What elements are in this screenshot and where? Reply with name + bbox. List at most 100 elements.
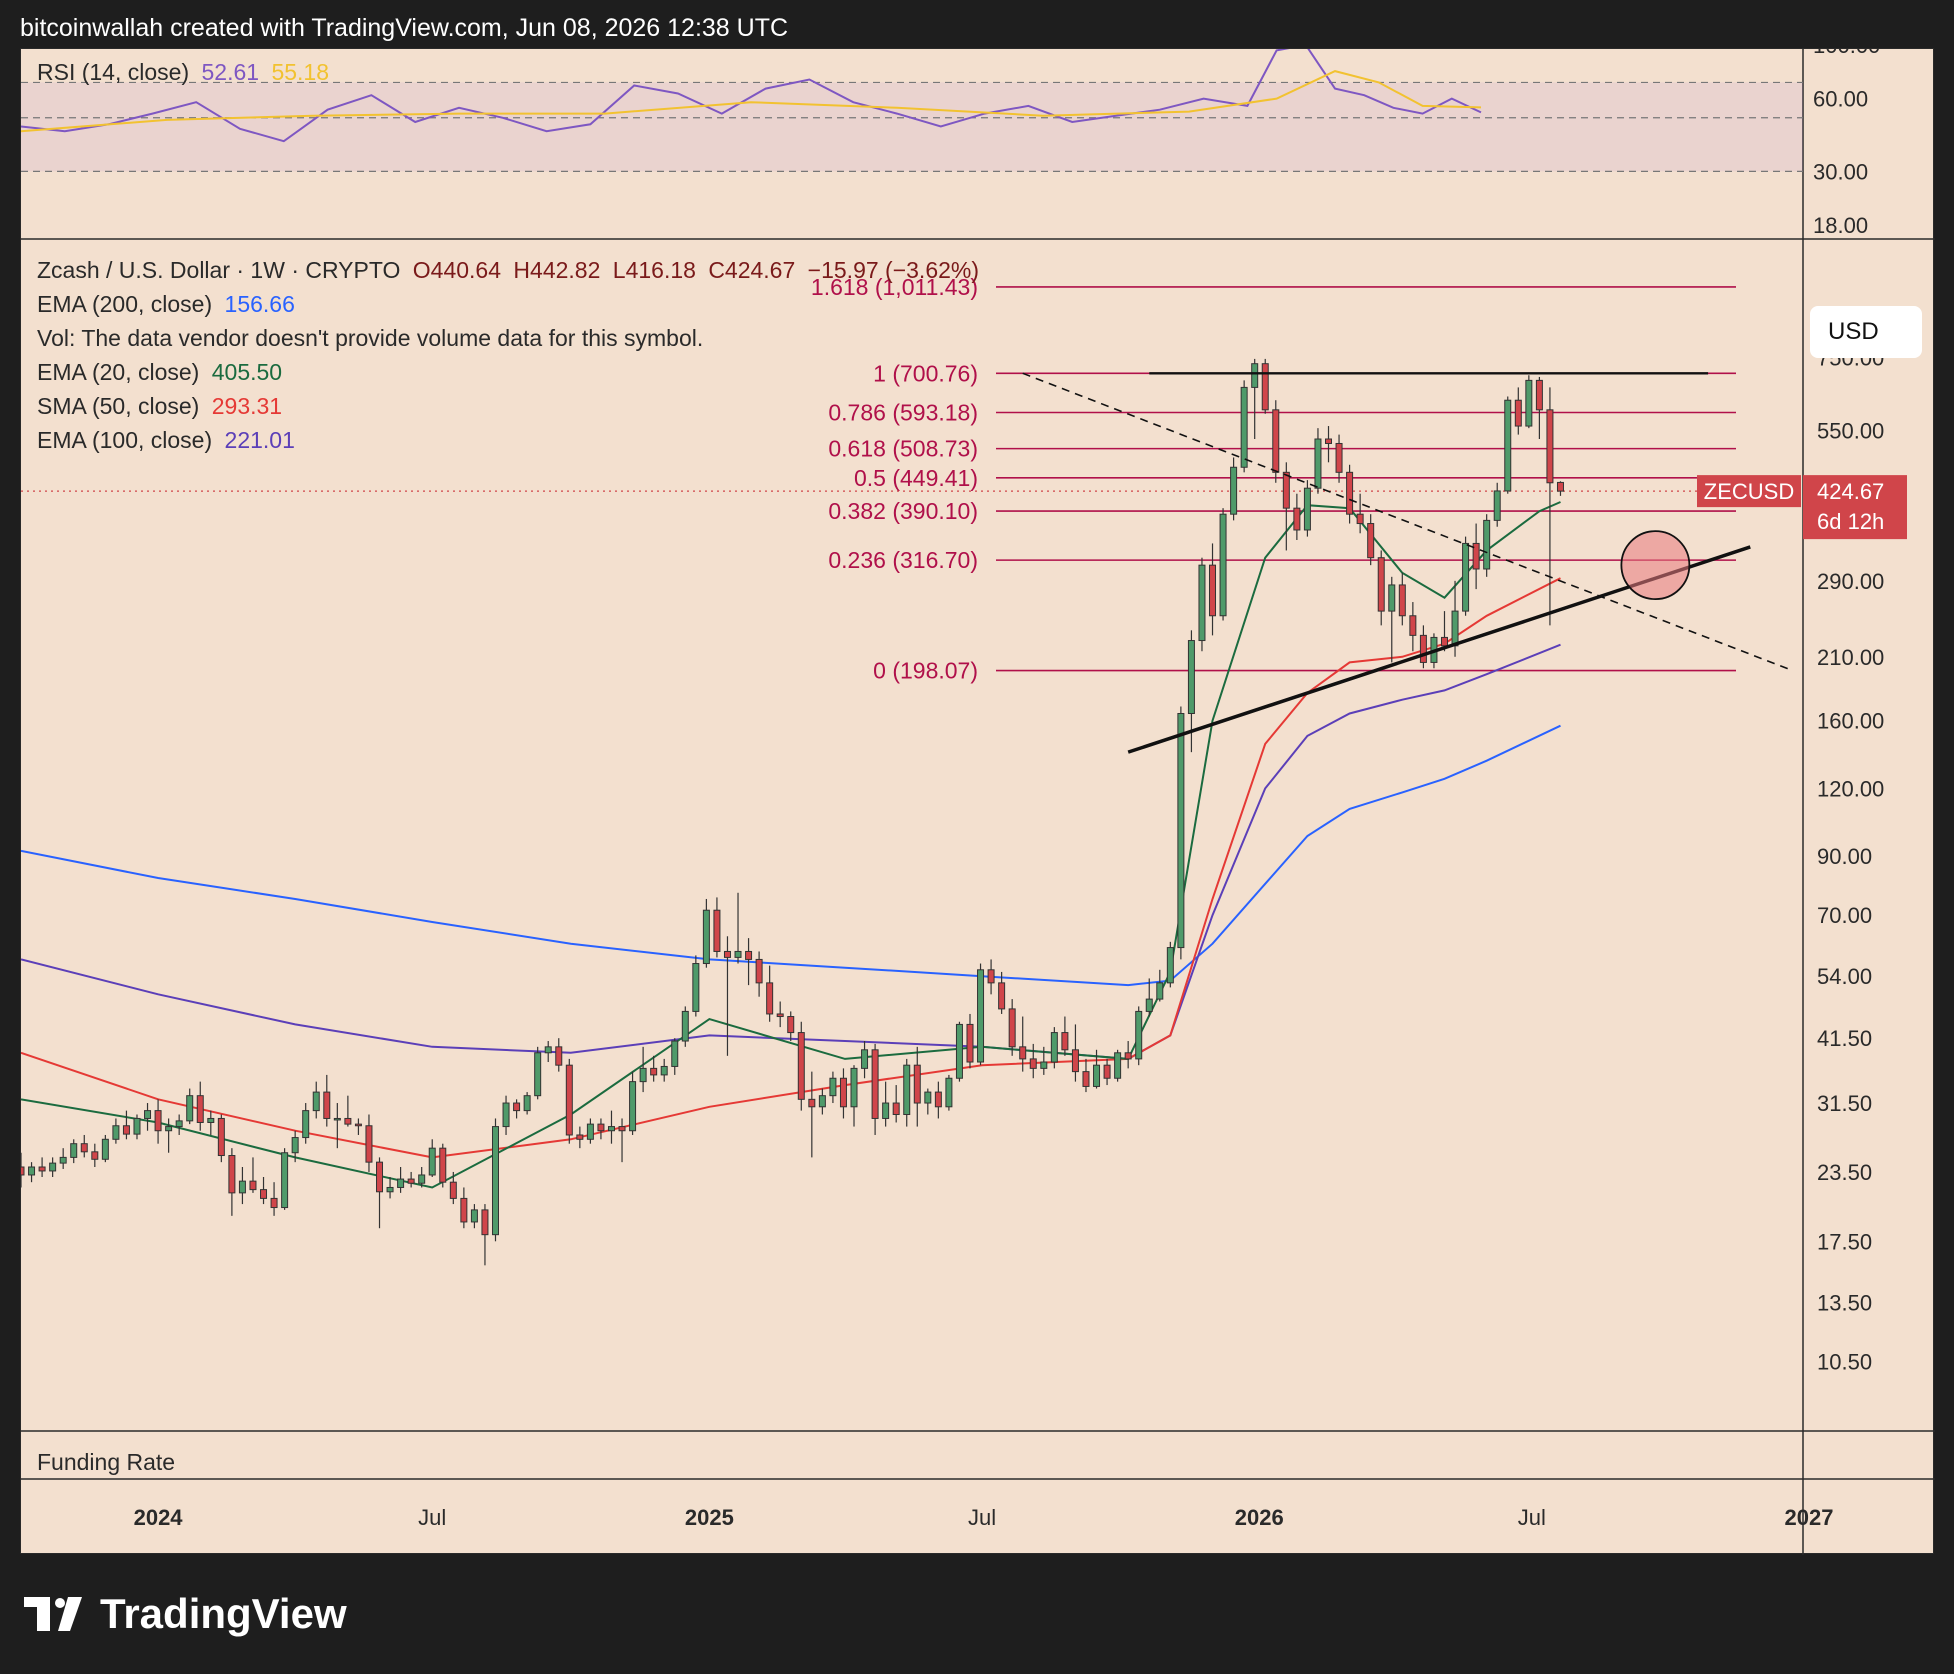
candle-body bbox=[1124, 1052, 1132, 1060]
candle-body bbox=[1504, 399, 1512, 492]
candle bbox=[1472, 523, 1480, 590]
candle bbox=[1177, 706, 1185, 960]
candle bbox=[660, 1058, 668, 1082]
candle-body bbox=[924, 1091, 932, 1104]
fib-level-label: 0.236 (316.70) bbox=[828, 547, 978, 573]
volume-note: Vol: The data vendor doesn't provide vol… bbox=[37, 325, 709, 352]
candle-body bbox=[808, 1098, 816, 1108]
candle bbox=[745, 938, 753, 986]
candle-body bbox=[91, 1151, 99, 1160]
candle bbox=[481, 1204, 489, 1266]
candle-body bbox=[407, 1178, 415, 1184]
candle bbox=[892, 1085, 900, 1123]
candle-body bbox=[49, 1162, 57, 1172]
candle-body bbox=[787, 1016, 795, 1034]
ticker-tag-label: ZECUSD bbox=[1704, 479, 1794, 504]
fib-level-label: 0 (198.07) bbox=[873, 658, 978, 684]
candle bbox=[671, 1038, 679, 1075]
candle-body bbox=[987, 969, 995, 984]
candle-body bbox=[850, 1067, 858, 1108]
candle-body bbox=[270, 1197, 278, 1209]
currency-selector[interactable]: USD bbox=[1810, 306, 1922, 358]
candle bbox=[439, 1143, 447, 1188]
candle bbox=[723, 936, 731, 1056]
candle bbox=[1114, 1049, 1122, 1082]
candle bbox=[386, 1177, 394, 1199]
candle-body bbox=[175, 1120, 183, 1128]
candle bbox=[576, 1126, 584, 1149]
candle bbox=[1293, 493, 1301, 540]
ohlc-close: C424.67 bbox=[708, 257, 796, 283]
highlight-circle bbox=[1620, 530, 1691, 601]
candle bbox=[376, 1157, 384, 1229]
candle bbox=[850, 1065, 858, 1127]
ohlc-low: L416.18 bbox=[612, 257, 696, 283]
candle-body bbox=[913, 1064, 921, 1104]
candle bbox=[101, 1134, 109, 1163]
candle-body bbox=[260, 1189, 268, 1199]
candle bbox=[1166, 941, 1174, 988]
candle-body bbox=[1409, 615, 1417, 636]
ema200-value: 156.66 bbox=[224, 291, 295, 317]
candle bbox=[1071, 1024, 1079, 1082]
candle-body bbox=[1177, 712, 1185, 949]
candle-body bbox=[713, 909, 721, 952]
candle-body bbox=[1187, 640, 1195, 714]
candle bbox=[333, 1103, 341, 1149]
candle-body bbox=[671, 1040, 679, 1067]
chart-credit: bitcoinwallah created with TradingView.c… bbox=[20, 14, 789, 42]
candle bbox=[238, 1166, 246, 1205]
candle-body bbox=[323, 1091, 331, 1119]
candle-body bbox=[607, 1126, 615, 1132]
candle-body bbox=[597, 1123, 605, 1132]
candle-body bbox=[59, 1156, 67, 1164]
candle bbox=[112, 1118, 120, 1144]
price-tick-label: 550.00 bbox=[1817, 418, 1884, 443]
rsi-tick-label: 100.00 bbox=[1813, 49, 1880, 58]
candle bbox=[38, 1157, 46, 1178]
candle-body bbox=[534, 1052, 542, 1097]
candle bbox=[1303, 480, 1311, 537]
price-chart[interactable]: 100.0060.0030.0018.00750.00550.00290.002… bbox=[21, 49, 1935, 1555]
price-tag-bg bbox=[1803, 475, 1907, 540]
candle-body bbox=[133, 1117, 141, 1135]
candle-body bbox=[861, 1049, 869, 1069]
candle bbox=[1082, 1058, 1090, 1093]
candle bbox=[428, 1139, 436, 1178]
candle bbox=[1282, 462, 1290, 551]
candle-body bbox=[734, 950, 742, 958]
candle bbox=[839, 1068, 847, 1119]
time-tick-label: Jul bbox=[968, 1505, 996, 1530]
price-tick-label: 41.50 bbox=[1817, 1026, 1872, 1051]
candle bbox=[1514, 387, 1522, 435]
candle bbox=[934, 1081, 942, 1119]
candle bbox=[1535, 376, 1543, 440]
candle bbox=[1219, 508, 1227, 621]
candle bbox=[1272, 400, 1280, 483]
candle-body bbox=[1451, 610, 1459, 647]
candle bbox=[418, 1166, 426, 1188]
candle bbox=[1346, 464, 1354, 524]
candle-body bbox=[1251, 363, 1259, 388]
candle-body bbox=[386, 1186, 394, 1193]
sma50-legend: SMA (50, close) 293.31 bbox=[37, 393, 288, 420]
candle bbox=[534, 1046, 542, 1100]
chart-area[interactable]: 100.0060.0030.0018.00750.00550.00290.002… bbox=[20, 48, 1935, 1555]
symbol-title: Zcash / U.S. Dollar · 1W · CRYPTO bbox=[37, 257, 401, 283]
candle-body bbox=[1008, 1008, 1016, 1048]
candle bbox=[397, 1166, 405, 1193]
candle-body bbox=[1493, 490, 1501, 521]
candle-body bbox=[1377, 557, 1385, 612]
candle bbox=[217, 1114, 225, 1163]
candle bbox=[1483, 514, 1491, 577]
tradingview-logo[interactable]: TradingView bbox=[24, 1590, 347, 1638]
ticker-tag-bg bbox=[1697, 475, 1801, 508]
ema20-value: 405.50 bbox=[211, 359, 283, 385]
candle bbox=[344, 1095, 352, 1127]
candle bbox=[1493, 482, 1501, 527]
candle bbox=[28, 1162, 36, 1183]
candle bbox=[249, 1157, 257, 1193]
candle-body bbox=[871, 1049, 879, 1119]
candle-body bbox=[544, 1046, 552, 1054]
candle-body bbox=[639, 1067, 647, 1083]
